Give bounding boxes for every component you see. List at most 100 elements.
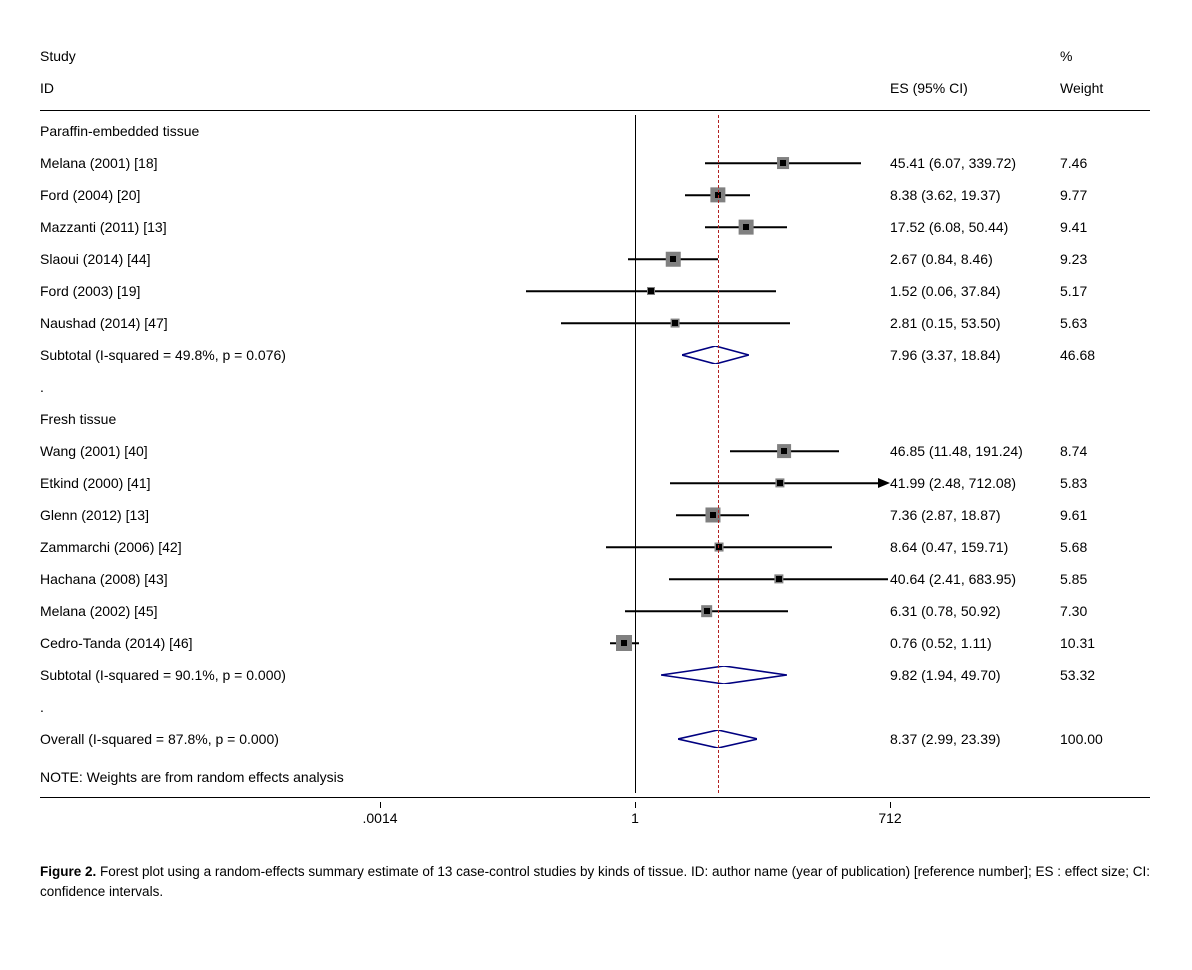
dot-row-label: . [40, 379, 380, 395]
study-label: Hachana (2008) [43] [40, 571, 380, 587]
header-study-1: Study [40, 48, 380, 64]
study-label: Wang (2001) [40] [40, 443, 380, 459]
forest-plot: Study % ID ES (95% CI) Weight Paraffin-e… [40, 40, 1150, 830]
study-label: Cedro-Tanda (2014) [46] [40, 635, 380, 651]
weight-text: 9.77 [1060, 187, 1150, 203]
subtotal-row: Subtotal (I-squared = 49.8%, p = 0.076) 7… [40, 339, 1150, 371]
es-ci-text: 9.82 (1.94, 49.70) [890, 667, 1060, 683]
study-label: Zammarchi (2006) [42] [40, 539, 380, 555]
note-row-label: NOTE: Weights are from random effects an… [40, 769, 380, 785]
weight-text: 5.85 [1060, 571, 1150, 587]
study-row: Ford (2004) [20] 8.38 (3.62, 19.37)9.77 [40, 179, 1150, 211]
header-wt-1: % [1060, 48, 1150, 64]
point-estimate-dot [743, 224, 749, 230]
es-ci-text: 17.52 (6.08, 50.44) [890, 219, 1060, 235]
ci-line [670, 482, 878, 484]
study-row: Zammarchi (2006) [42]8.64 (0.47, 159.71)… [40, 531, 1150, 563]
axis-tick [380, 802, 381, 808]
study-row: Mazzanti (2011) [13] 17.52 (6.08, 50.44)9… [40, 211, 1150, 243]
group-header: Fresh tissue [40, 403, 1150, 435]
subtotal-row-label: Subtotal (I-squared = 90.1%, p = 0.000) [40, 667, 380, 683]
study-row: Ford (2003) [19]1.52 (0.06, 37.84)5.17 [40, 275, 1150, 307]
study-label: Ford (2004) [20] [40, 187, 380, 203]
es-ci-text: 2.81 (0.15, 53.50) [890, 315, 1060, 331]
study-label: Mazzanti (2011) [13] [40, 219, 380, 235]
refline-one [635, 115, 636, 793]
weight-text: 46.68 [1060, 347, 1150, 363]
diamond-icon [682, 346, 749, 364]
es-ci-text: 45.41 (6.07, 339.72) [890, 155, 1060, 171]
figure-caption: Figure 2. Forest plot using a random-eff… [40, 862, 1150, 901]
es-ci-text: 2.67 (0.84, 8.46) [890, 251, 1060, 267]
es-ci-text: 7.36 (2.87, 18.87) [890, 507, 1060, 523]
weight-text: 7.46 [1060, 155, 1150, 171]
divider-top [40, 110, 1150, 111]
es-ci-text: 0.76 (0.52, 1.11) [890, 635, 1060, 651]
caption-text: Forest plot using a random-effects summa… [40, 864, 1150, 899]
weight-text: 9.61 [1060, 507, 1150, 523]
study-label: Glenn (2012) [13] [40, 507, 380, 523]
header-wt-2: Weight [1060, 80, 1150, 96]
diamond-icon [661, 666, 787, 684]
overall-row-label: Overall (I-squared = 87.8%, p = 0.000) [40, 731, 380, 747]
point-estimate-dot [780, 160, 786, 166]
study-row: Melana (2002) [45] 6.31 (0.78, 50.92)7.30 [40, 595, 1150, 627]
weight-text: 8.74 [1060, 443, 1150, 459]
axis-tick [635, 802, 636, 808]
point-estimate-dot [648, 288, 654, 294]
divider-bottom [40, 797, 1150, 798]
refline-overall [718, 115, 719, 793]
study-row: Glenn (2012) [13] 7.36 (2.87, 18.87)9.61 [40, 499, 1150, 531]
point-estimate-dot [704, 608, 710, 614]
es-ci-text: 6.31 (0.78, 50.92) [890, 603, 1060, 619]
dot-row: . [40, 371, 1150, 403]
weight-text: 5.83 [1060, 475, 1150, 491]
point-estimate-dot [670, 256, 676, 262]
study-row: Cedro-Tanda (2014) [46] 0.76 (0.52, 1.11)… [40, 627, 1150, 659]
dot-row: . [40, 691, 1150, 723]
es-ci-text: 40.64 (2.41, 683.95) [890, 571, 1060, 587]
study-row: Wang (2001) [40]46.85 (11.48, 191.24)8.7… [40, 435, 1150, 467]
axis-tick-label: 712 [878, 810, 901, 826]
study-label: Melana (2002) [45] [40, 603, 380, 619]
es-ci-text: 8.37 (2.99, 23.39) [890, 731, 1060, 747]
weight-text: 100.00 [1060, 731, 1150, 747]
note-row: NOTE: Weights are from random effects an… [40, 761, 1150, 793]
arrow-right-icon [878, 478, 890, 488]
weight-text: 9.23 [1060, 251, 1150, 267]
subtotal-row-label: Subtotal (I-squared = 49.8%, p = 0.076) [40, 347, 380, 363]
dot-row-label: . [40, 699, 380, 715]
caption-bold: Figure 2. [40, 864, 96, 879]
weight-text: 53.32 [1060, 667, 1150, 683]
axis-tick-label: 1 [631, 810, 639, 826]
group-header-label: Fresh tissue [40, 411, 380, 427]
header-plot-spacer2 [380, 72, 890, 104]
group-header: Paraffin-embedded tissue [40, 115, 1150, 147]
es-ci-text: 8.38 (3.62, 19.37) [890, 187, 1060, 203]
point-estimate-dot [621, 640, 627, 646]
study-label: Etkind (2000) [41] [40, 475, 380, 491]
weight-text: 5.17 [1060, 283, 1150, 299]
group-header-label: Paraffin-embedded tissue [40, 123, 380, 139]
study-row: Melana (2001) [18] 45.41 (6.07, 339.72)7.… [40, 147, 1150, 179]
weight-text: 9.41 [1060, 219, 1150, 235]
header-es: ES (95% CI) [890, 80, 1060, 96]
study-row: Hachana (2008) [43] 40.64 (2.41, 683.95)5… [40, 563, 1150, 595]
weight-text: 7.30 [1060, 603, 1150, 619]
es-ci-text: 41.99 (2.48, 712.08) [890, 475, 1060, 491]
plot-body: Paraffin-embedded tissue Melana (2001) [1… [40, 115, 1150, 793]
point-estimate-dot [672, 320, 678, 326]
study-row: Naushad (2014) [47] 2.81 (0.15, 53.50)5.6… [40, 307, 1150, 339]
header-row-2: ID ES (95% CI) Weight [40, 72, 1150, 104]
axis-tick-label: .0014 [362, 810, 397, 826]
point-estimate-dot [781, 448, 787, 454]
weight-text: 5.68 [1060, 539, 1150, 555]
point-estimate-dot [710, 512, 716, 518]
es-ci-text: 1.52 (0.06, 37.84) [890, 283, 1060, 299]
study-label: Naushad (2014) [47] [40, 315, 380, 331]
weight-text: 5.63 [1060, 315, 1150, 331]
point-estimate-dot [777, 480, 783, 486]
es-ci-text: 7.96 (3.37, 18.84) [890, 347, 1060, 363]
x-axis: .0014 1 712 [40, 802, 1150, 830]
study-label: Melana (2001) [18] [40, 155, 380, 171]
